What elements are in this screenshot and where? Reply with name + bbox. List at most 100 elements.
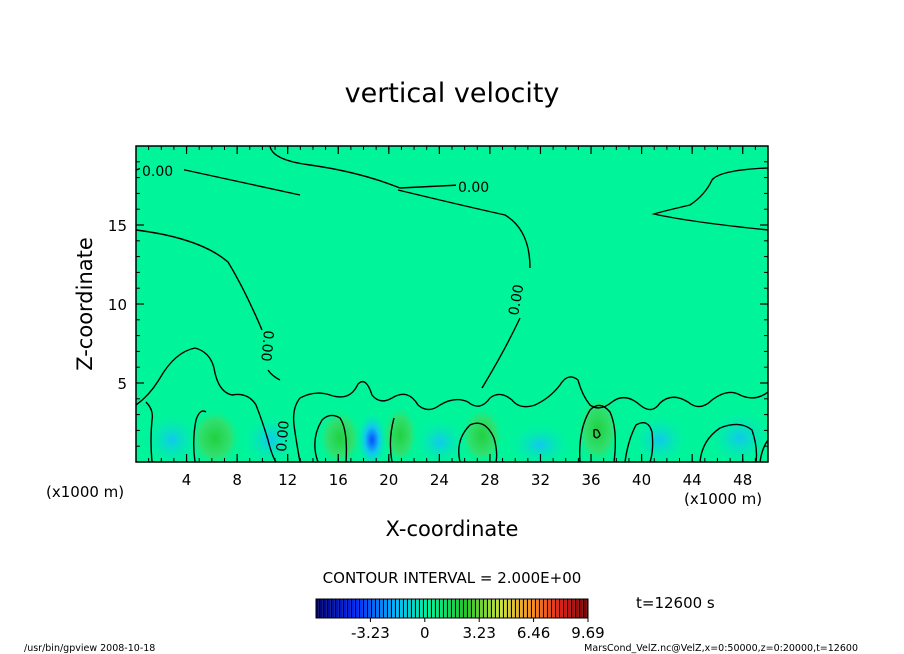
y-axis: 5 10 15 (108, 145, 768, 463)
colorbar-segment (480, 599, 483, 618)
time-label: t=12600 s (636, 594, 715, 612)
x-tick-label: 16 (329, 471, 348, 489)
colorbar-gap (510, 599, 512, 618)
colorbar-segment (372, 599, 375, 618)
colorbar-gap (526, 599, 528, 618)
colorbar-gap (558, 599, 560, 618)
colorbar-gap (358, 599, 360, 618)
colorbar-gap (326, 599, 328, 618)
colorbar-gap (442, 599, 444, 618)
contour-line-10 (145, 401, 154, 462)
contour-line-11 (193, 410, 207, 462)
colorbar-segment (536, 599, 539, 618)
x-tick-label: 44 (683, 471, 702, 489)
colorbar-segment (404, 599, 407, 618)
x-unit-label-right: (x1000 m) (684, 490, 762, 508)
colorbar-segment (416, 599, 419, 618)
colorbar-segment (440, 599, 443, 618)
colorbar-gap (414, 599, 416, 618)
colorbar-segment (484, 599, 487, 618)
colorbar-gap (530, 599, 532, 618)
colorbar-gap (546, 599, 548, 618)
colorbar-gap (554, 599, 556, 618)
colorbar-gap (402, 599, 404, 618)
contour-line-7 (481, 317, 521, 389)
colorbar-gap (366, 599, 368, 618)
colorbar-gap (506, 599, 508, 618)
contour-line-2 (269, 146, 501, 189)
colorbar-gap (338, 599, 340, 618)
colorbar-tick-label: 6.46 (517, 624, 550, 642)
colorbar-tick-label: 9.69 (571, 624, 604, 642)
blob-11 (630, 412, 690, 462)
colorbar-gap (406, 599, 408, 618)
colorbar-gap (342, 599, 344, 618)
colorbar-gap (514, 599, 516, 618)
colorbar-segment (344, 599, 347, 618)
x-tick-label: 12 (278, 471, 297, 489)
colorbar-gap (434, 599, 436, 618)
colorbar-segment (564, 599, 567, 618)
colorbar-segment (400, 599, 403, 618)
colorbar-gap (586, 599, 588, 618)
colorbar-segment (328, 599, 331, 618)
colorbar-segment (360, 599, 363, 618)
colorbar-frame (315, 598, 589, 619)
colorbar-gap (418, 599, 420, 618)
colorbar-segment (580, 599, 583, 618)
x-axis-label: X-coordinate (386, 517, 519, 541)
colorbar-gap (438, 599, 440, 618)
colorbar-gap (582, 599, 584, 618)
colorbar-gap (458, 599, 460, 618)
colorbar-segment (576, 599, 579, 618)
colorbar-segment (376, 599, 379, 618)
colorbar-segment (500, 599, 503, 618)
colorbar-gap (570, 599, 572, 618)
colorbar-gap (550, 599, 552, 618)
colorbar-gap (470, 599, 472, 618)
colorbar-gap (478, 599, 480, 618)
contour-line-18 (759, 439, 768, 462)
colorbar-segment (424, 599, 427, 618)
blob-3 (240, 412, 300, 462)
colorbar-tick-label: 3.23 (462, 624, 495, 642)
contour-line-14 (458, 422, 498, 462)
colorbar (316, 599, 588, 618)
colorbar-segment (540, 599, 543, 618)
colorbar-segment (348, 599, 351, 618)
colorbar-segment (364, 599, 367, 618)
colorbar-segment (408, 599, 411, 618)
colorbar-gap (578, 599, 580, 618)
colorbar-gap (518, 599, 520, 618)
colorbar-gap (334, 599, 336, 618)
x-unit-label-left: (x1000 m) (46, 483, 124, 501)
contour-label-bg-2 (456, 178, 500, 194)
colorbar-gap (542, 599, 544, 618)
contour-label: 0.00 (458, 180, 489, 196)
x-tick-label: 20 (379, 471, 398, 489)
colorbar-segment (572, 599, 575, 618)
colorbar-ticks: -3.23 0 3.23 6.46 9.69 (351, 618, 605, 642)
colorbar-segment (472, 599, 475, 618)
colorbar-segment (444, 599, 447, 618)
blob-7 (412, 416, 468, 462)
footer-right: MarsCond_VelZ.nc@VelZ,x=0:50000,z=0:2000… (584, 643, 858, 654)
contour-label: 0.00 (506, 283, 527, 316)
blob-4 (318, 408, 362, 462)
colorbar-segment (448, 599, 451, 618)
contour-line-4 (136, 229, 263, 331)
colorbar-gap (382, 599, 384, 618)
colorbar-gap (522, 599, 524, 618)
colorbar-gap (378, 599, 380, 618)
colorbar-gap (330, 599, 332, 618)
colorbar-segment (452, 599, 455, 618)
colorbar-gap (450, 599, 452, 618)
contour-line-15 (579, 404, 617, 462)
colorbar-segment (532, 599, 535, 618)
colorbar-gap (494, 599, 496, 618)
colorbar-segment (392, 599, 395, 618)
colorbar-segment (464, 599, 467, 618)
colorbar-segment (556, 599, 559, 618)
contour-line-5 (267, 369, 281, 381)
colorbar-segment (468, 599, 471, 618)
